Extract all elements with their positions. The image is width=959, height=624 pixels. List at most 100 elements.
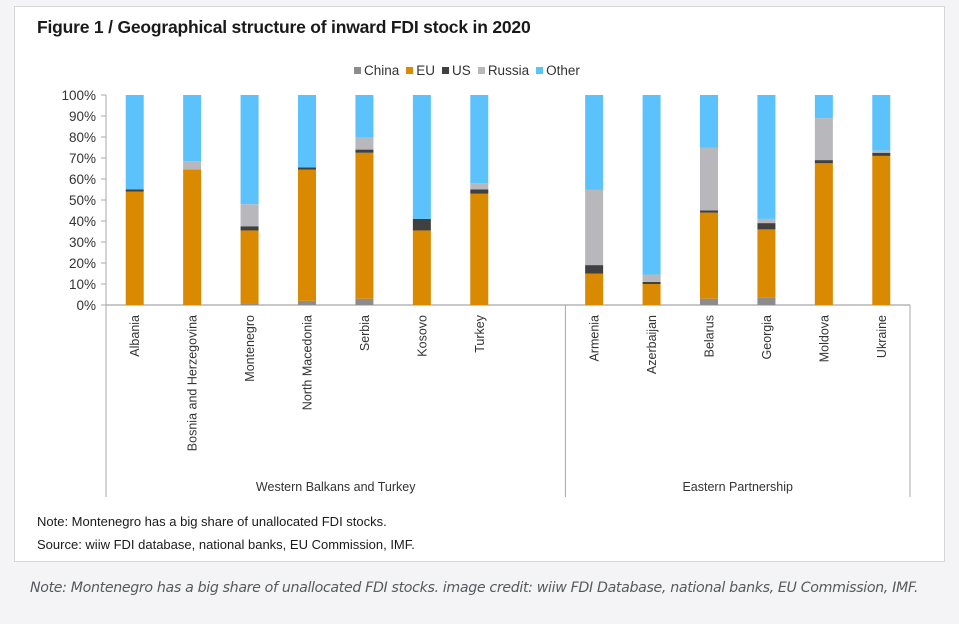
x-tick-label: Bosnia and Herzegovina <box>186 315 200 451</box>
bar-segment-us <box>125 189 144 192</box>
y-tick-label: 40% <box>69 214 96 229</box>
bar-segment-other <box>355 95 374 137</box>
legend-label: Other <box>546 63 580 78</box>
bar-segment-china <box>757 297 776 305</box>
bar-segment-other <box>757 95 776 219</box>
bar-segment-us <box>585 265 604 274</box>
bar-segment-eu <box>814 163 833 305</box>
bar-segment-other <box>298 95 316 168</box>
y-tick-label: 90% <box>69 109 96 124</box>
legend-item-russia: Russia <box>477 63 530 78</box>
bar-segment-eu <box>700 212 718 299</box>
bar-segment-us <box>298 167 316 170</box>
bar-segment-china <box>240 303 259 305</box>
y-tick-label: 100% <box>61 88 96 103</box>
bar-segment-china <box>298 300 316 305</box>
bar-segment-eu <box>470 193 489 305</box>
bar-segment-eu <box>298 169 316 301</box>
y-tick-label: 0% <box>76 298 96 313</box>
y-tick-label: 80% <box>69 130 96 145</box>
bar-segment-eu <box>642 284 661 305</box>
bar-segment-russia <box>585 189 604 266</box>
bar-segment-russia <box>240 204 259 227</box>
bar-segment-us <box>412 218 431 231</box>
x-tick-label: Kosovo <box>415 315 429 357</box>
bar-segment-us <box>470 189 489 194</box>
legend-swatch-us <box>442 67 450 74</box>
y-tick-label: 70% <box>69 151 96 166</box>
bar-segment-eu <box>240 230 259 304</box>
bar-segment-russia <box>470 183 489 190</box>
bar-segment-china <box>700 298 718 305</box>
y-tick-label: 60% <box>69 172 96 187</box>
legend-swatch-russia <box>477 67 485 74</box>
x-tick-label: Azerbaijan <box>645 315 659 374</box>
bar-segment-us <box>700 210 718 213</box>
bar-segment-other <box>240 95 259 205</box>
legend-label: EU <box>416 63 436 78</box>
bar-segment-russia <box>642 274 661 282</box>
bar-segment-russia <box>700 147 718 211</box>
group-label: Western Balkans and Turkey <box>256 480 416 494</box>
bar-segment-russia <box>757 218 776 224</box>
legend-item-eu: EU <box>406 63 435 78</box>
legend-swatch-eu <box>406 67 414 74</box>
x-tick-label: Belarus <box>703 315 717 357</box>
bar-segment-russia <box>183 161 202 170</box>
bar-segment-eu <box>412 230 431 305</box>
bar-segment-eu <box>757 229 776 298</box>
legend-label: Russia <box>487 63 530 78</box>
bar-segment-china <box>355 298 374 305</box>
x-tick-label: Serbia <box>358 315 372 351</box>
legend-item-other: Other <box>536 63 580 78</box>
legend-swatch-china <box>354 67 361 74</box>
bar-segment-other <box>125 95 144 190</box>
image-caption: Note: Montenegro has a big share of unal… <box>30 580 918 596</box>
bar-segment-eu <box>872 155 891 305</box>
y-tick-label: 30% <box>69 235 96 250</box>
x-tick-label: Moldova <box>817 315 831 362</box>
bar-segment-other <box>183 95 202 162</box>
legend-label: China <box>364 63 400 78</box>
figure-source: Source: wiiw FDI database, national bank… <box>37 537 415 552</box>
x-tick-label: North Macedonia <box>301 315 315 410</box>
bar-segment-eu <box>125 191 144 305</box>
legend-item-us: US <box>442 63 471 78</box>
bar-segment-other <box>470 95 489 184</box>
bar-segment-eu <box>585 273 604 305</box>
bar-segment-us <box>355 149 374 153</box>
bar-segment-eu <box>183 169 202 305</box>
bar-segment-eu <box>355 152 374 299</box>
bar-segment-us <box>814 160 833 164</box>
y-tick-label: 20% <box>69 256 96 271</box>
y-tick-label: 50% <box>69 193 96 208</box>
legend-swatch-other <box>536 67 544 74</box>
bar-segment-other <box>412 95 431 219</box>
bar-segment-other <box>700 95 718 148</box>
x-tick-label: Ukraine <box>875 315 889 358</box>
x-tick-label: Montenegro <box>243 315 257 382</box>
bar-segment-us <box>240 226 259 231</box>
legend-label: US <box>452 63 471 78</box>
bar-segment-russia <box>872 150 891 153</box>
figure-title: Figure 1 / Geographical structure of inw… <box>37 17 531 37</box>
figure-note: Note: Montenegro has a big share of unal… <box>37 514 387 529</box>
group-label: Eastern Partnership <box>682 480 793 494</box>
bar-segment-other <box>642 95 661 275</box>
bar-segment-us <box>757 223 776 230</box>
bar-segment-us <box>872 152 891 156</box>
bar-segment-other <box>872 95 891 151</box>
bar-segment-other <box>814 95 833 119</box>
bar-segment-russia <box>814 118 833 161</box>
bar-segment-us <box>642 281 661 284</box>
x-tick-label: Albania <box>128 315 142 357</box>
bar-segment-other <box>585 95 604 190</box>
y-tick-label: 10% <box>69 277 96 292</box>
bar-segment-russia <box>355 137 374 150</box>
legend-item-china: China <box>354 63 399 78</box>
x-tick-label: Georgia <box>760 315 774 360</box>
x-tick-label: Turkey <box>473 314 487 352</box>
x-tick-label: Armenia <box>588 315 602 362</box>
chart-legend: China EU US Russia Other <box>354 63 580 78</box>
